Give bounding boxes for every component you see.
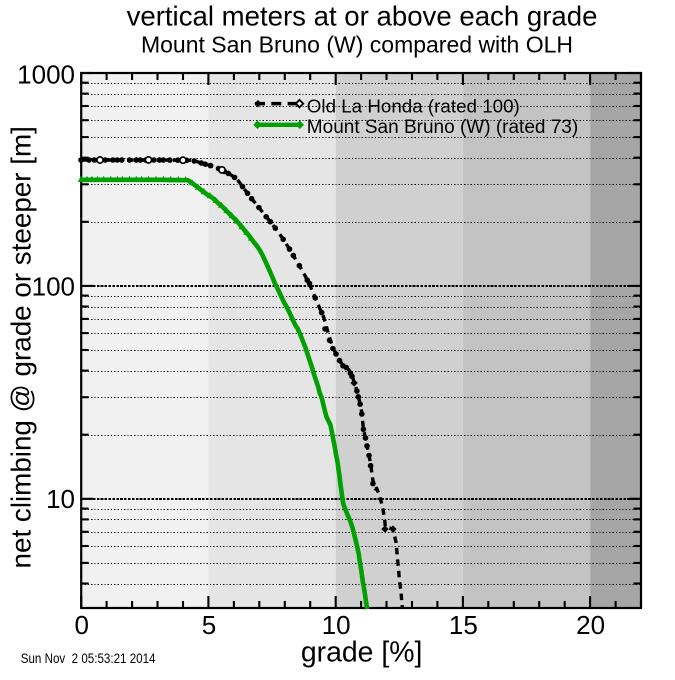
svg-text:100: 100 — [32, 271, 75, 301]
svg-text:10: 10 — [322, 610, 351, 640]
svg-text:15: 15 — [449, 610, 478, 640]
svg-text:grade [%]: grade [%] — [301, 636, 423, 668]
svg-text:vertical meters at or above ea: vertical meters at or above each grade — [127, 0, 598, 31]
svg-text:5: 5 — [202, 610, 216, 640]
svg-text:0: 0 — [74, 610, 88, 640]
svg-text:net climbing @ grade or steepe: net climbing @ grade or steeper [m] — [6, 126, 37, 568]
svg-text:20: 20 — [576, 610, 605, 640]
svg-text:1000: 1000 — [17, 60, 75, 90]
svg-text:Mount San Bruno (W) compared w: Mount San Bruno (W) compared with OLH — [141, 31, 573, 57]
svg-text:Sun Nov 2 05:53:21 2014: Sun Nov 2 05:53:21 2014 — [21, 651, 156, 666]
svg-text:10: 10 — [46, 484, 75, 514]
svg-text:Mount San Bruno (W) (rated 73): Mount San Bruno (W) (rated 73) — [307, 117, 578, 138]
svg-text:Old La Honda (rated 100): Old La Honda (rated 100) — [307, 95, 520, 116]
